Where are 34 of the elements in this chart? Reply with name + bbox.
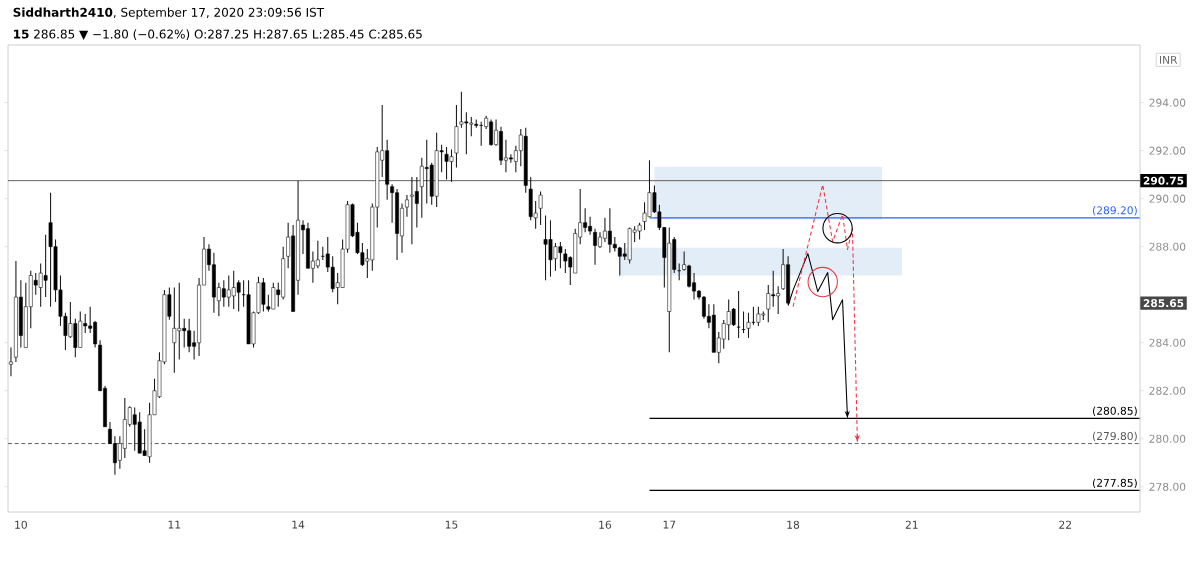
y-tick-label: 288.00 [1149, 242, 1186, 251]
x-tick-label: 21 [905, 520, 918, 529]
annotation: (277.85) [1093, 478, 1137, 489]
candlestick [9, 346, 13, 377]
candlestick [746, 312, 751, 339]
x-tick-label: 11 [168, 520, 181, 529]
x-tick-label: 16 [599, 520, 612, 529]
y-tick-label: 282.00 [1149, 386, 1186, 395]
candlestick [736, 290, 741, 339]
candlestick [315, 240, 320, 269]
y-tick-label: 294.00 [1149, 98, 1186, 107]
x-tick-label: 10 [15, 520, 27, 529]
candlestick [414, 176, 419, 229]
x-tick-label: 17 [663, 520, 676, 529]
x-tick-label: 18 [787, 520, 800, 529]
y-tick-label: 280.00 [1149, 434, 1186, 443]
candlestick [405, 194, 409, 218]
y-tick-label: 290.00 [1149, 194, 1186, 203]
annotation: (289.20) [1093, 206, 1137, 216]
chart-subtitle: 15 286.85 ▼ −1.80 (−0.62%) O:287.25 H:287.65 L:285.45 C:285.65 [14, 29, 422, 41]
x-tick-label: 22 [1059, 520, 1071, 529]
x-tick-label: 15 [445, 520, 458, 529]
x-tick-label: 14 [292, 520, 305, 529]
ref-line-label: 290.75 [1143, 176, 1184, 185]
y-tick-label: 292.00 [1149, 146, 1186, 155]
candlestick [741, 310, 746, 334]
y-tick-label: 278.00 [1149, 482, 1186, 491]
ref-line-label: (279.80) [1093, 431, 1137, 442]
chart-title: Siddharth2410, September 17, 2020 23:09:56 IST [13, 7, 325, 20]
text: 285.65 [1143, 299, 1184, 308]
candlestick [538, 190, 543, 226]
annotation: (280.85) [1093, 406, 1137, 417]
y-axis-title: INR [1159, 55, 1178, 64]
y-tick-label: 284.00 [1149, 338, 1186, 347]
